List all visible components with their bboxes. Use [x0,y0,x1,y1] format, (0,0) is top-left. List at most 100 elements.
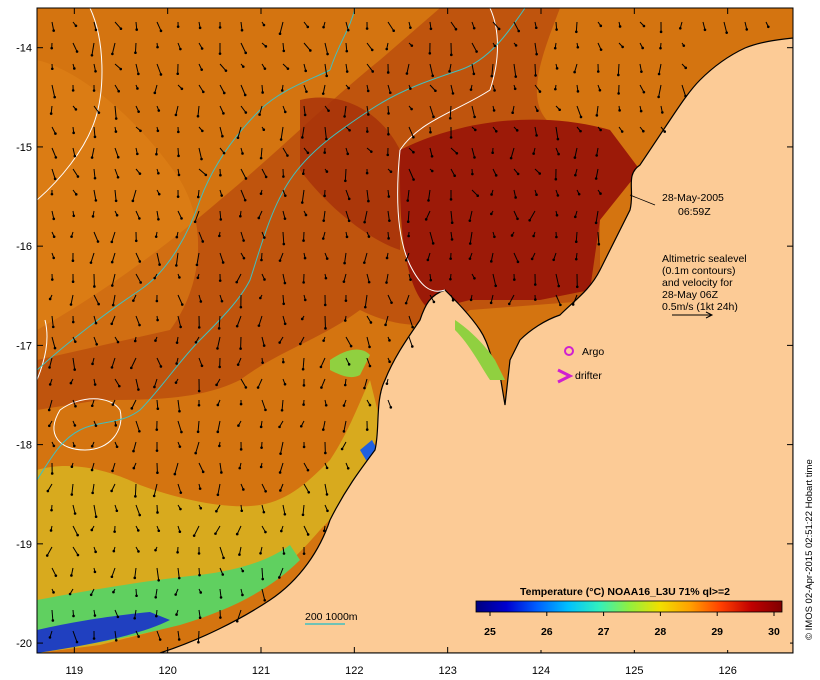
velocity-arrow [513,63,517,77]
cooler-offshore [37,60,199,360]
velocity-arrow [279,252,284,261]
velocity-arrowhead [152,494,156,498]
velocity-arrows [45,21,770,644]
velocity-arrow [93,231,99,242]
velocity-arrowhead [342,280,346,283]
velocity-arrow [529,210,536,221]
velocity-arrow [130,357,137,369]
velocity-arrow [111,273,116,286]
velocity-arrow [534,84,541,92]
velocity-arrow [216,336,221,349]
velocity-arrowhead [241,593,244,597]
colorbar-gradient [475,600,783,613]
velocity-arrow [324,126,327,140]
velocity-arrowhead [93,176,97,180]
velocity-arrowhead [263,598,267,602]
velocity-arrowhead [324,327,327,330]
velocity-arrowhead [74,108,78,111]
velocity-arrowhead [594,221,598,225]
velocity-arrowhead [197,403,201,407]
velocity-arrow [236,315,242,327]
velocity-arrowhead [280,408,284,412]
velocity-arrowhead [299,342,302,346]
altimetry-line: (0.1m contours) [662,265,736,277]
velocity-arrow [219,105,224,114]
velocity-arrowhead [154,339,157,342]
velocity-arrow [513,21,520,32]
velocity-arrowhead [278,576,281,579]
velocity-arrow [450,147,458,154]
velocity-arrowhead [323,194,326,198]
velocity-arrow [135,378,139,390]
velocity-arrowhead [599,48,603,51]
velocity-arrowhead [405,72,409,75]
velocity-arrowhead [201,129,204,133]
velocity-arrow [363,378,368,389]
velocity-arrowhead [259,156,263,160]
velocity-arrowhead [115,213,119,217]
colorbar-ticks: 25 26 27 28 29 30 [484,612,780,638]
velocity-arrowhead [407,234,410,238]
velocity-arrowhead [305,90,308,93]
velocity-arrowhead [196,195,200,199]
velocity-arrowhead [218,279,222,282]
velocity-arrowhead [573,156,577,159]
velocity-arrowhead [260,446,263,449]
velocity-arrowhead [535,193,538,196]
velocity-arrowhead [178,445,182,448]
velocity-arrowhead [412,150,415,154]
velocity-arrow [471,42,478,52]
velocity-arrowhead [473,156,476,159]
velocity-arrowhead [175,613,178,616]
hot-tongue [300,97,400,250]
velocity-arrowhead [239,305,243,309]
cool-patch-north [330,349,370,378]
velocity-arrowhead [449,277,452,281]
velocity-arrowhead [68,592,72,596]
velocity-arrow [51,210,55,219]
velocity-arrowhead [594,177,598,180]
velocity-arrowhead [342,430,346,433]
velocity-arrow [156,630,161,640]
velocity-arrowhead [238,466,242,470]
velocity-arrowhead [346,466,350,470]
velocity-arrow [387,399,392,408]
velocity-arrow [219,546,225,559]
velocity-arrow [302,357,305,370]
velocity-arrow [175,105,179,116]
velocity-arrowhead [198,573,201,577]
velocity-arrow [154,84,158,93]
velocity-arrowhead [387,195,391,198]
velocity-arrowhead [325,493,329,496]
velocity-arrowhead [155,614,158,618]
velocity-arrow [93,168,96,179]
velocity-arrowhead [45,554,49,557]
velocity-arrowhead [118,384,121,388]
velocity-arrowhead [279,452,282,455]
velocity-arrow [406,63,410,74]
velocity-arrowhead [642,129,645,133]
velocity-arrow [344,168,347,181]
velocity-arrowhead [282,49,286,53]
velocity-arrowhead [554,177,558,181]
velocity-arrowhead [94,199,98,202]
velocity-arrow [198,147,203,160]
velocity-arrowhead [73,368,77,371]
velocity-arrow [177,630,180,640]
velocity-arrow [617,63,620,76]
velocity-arrowhead [264,530,267,534]
velocity-arrowhead [306,25,310,29]
velocity-arrowhead [200,68,203,71]
velocity-arrowhead [218,26,222,29]
velocity-arrow [429,231,434,244]
velocity-arrowhead [217,327,221,330]
velocity-arrow [134,483,137,497]
velocity-arrowhead [509,156,513,160]
velocity-arrowhead [468,219,472,222]
velocity-arrow [322,84,326,94]
velocity-arrowhead [156,318,159,322]
velocity-arrowhead [116,155,120,159]
velocity-arrowhead [90,156,94,159]
velocity-arrowhead [73,340,77,343]
velocity-arrowhead [93,285,96,288]
